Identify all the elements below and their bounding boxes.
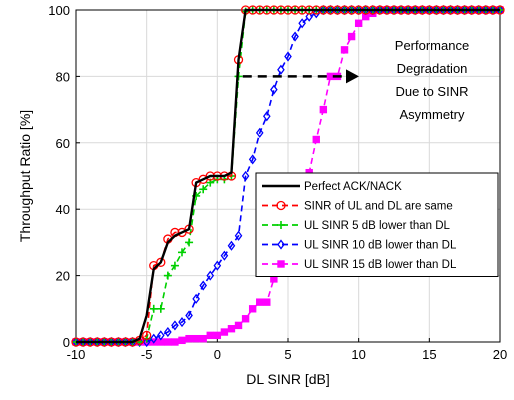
data-point — [248, 305, 257, 313]
data-point — [262, 111, 271, 122]
data-point — [305, 11, 314, 22]
data-point — [192, 293, 200, 304]
data-point — [277, 221, 285, 229]
data-point — [276, 200, 286, 211]
annotation-line-4: Asymmetry — [400, 107, 466, 122]
data-point — [164, 326, 172, 338]
legend-label: UL SINR 10 dB lower than DL — [304, 240, 457, 252]
data-point — [149, 333, 158, 344]
data-point — [178, 336, 186, 345]
legend-label: UL SINR 5 dB lower than DL — [304, 220, 451, 232]
x-tick-label: -10 — [67, 347, 86, 362]
data-point — [213, 331, 222, 340]
legend-label: SINR of UL and DL are same — [304, 201, 453, 213]
data-point — [199, 280, 208, 291]
data-point — [220, 328, 229, 336]
data-point — [277, 239, 285, 250]
series-line — [76, 8, 500, 344]
data-point — [277, 260, 285, 268]
legend-item: UL SINR 5 dB lower than DL — [262, 220, 451, 232]
data-point — [354, 19, 363, 27]
annotation-line-2: Degradation — [397, 61, 468, 76]
data-point — [298, 18, 306, 29]
data-point — [277, 64, 285, 75]
series-1 — [76, 8, 500, 344]
data-point — [178, 248, 186, 257]
data-point — [199, 334, 207, 343]
legend-item: SINR of UL and DL are same — [262, 201, 453, 213]
data-point — [185, 310, 193, 321]
data-point — [340, 46, 349, 54]
data-point — [227, 240, 236, 251]
data-point — [241, 170, 250, 182]
x-tick-label: -5 — [141, 347, 153, 362]
data-point — [171, 338, 179, 346]
data-point — [263, 298, 271, 306]
data-point — [270, 84, 278, 95]
data-point — [163, 271, 172, 280]
annotation-line-3: Due to SINR — [396, 84, 469, 99]
y-axis-ticks: 0 20 40 60 80 100 — [48, 3, 80, 350]
x-tick-label: 15 — [422, 347, 436, 362]
data-point — [185, 238, 194, 247]
data-point — [220, 250, 229, 261]
data-point — [185, 334, 193, 343]
legend-label: Perfect ACK/NACK — [304, 181, 402, 193]
y-tick-label: 60 — [56, 136, 70, 151]
data-point — [149, 304, 158, 313]
data-point — [171, 320, 179, 331]
data-point — [142, 336, 151, 348]
data-point — [164, 338, 172, 346]
y-tick-label: 40 — [56, 202, 70, 217]
data-point — [142, 330, 152, 341]
data-point — [326, 72, 335, 81]
data-point — [284, 51, 292, 62]
data-point — [234, 321, 243, 330]
data-point — [256, 298, 264, 306]
data-point — [156, 304, 165, 313]
data-point — [319, 105, 328, 114]
x-tick-label: 20 — [493, 347, 507, 362]
data-point — [312, 135, 320, 144]
legend-item: Perfect ACK/NACK — [262, 181, 402, 193]
data-point — [156, 330, 165, 341]
data-point — [199, 185, 208, 194]
x-axis-label: DL SINR [dB] — [246, 371, 330, 387]
data-point — [213, 260, 222, 271]
data-point — [227, 325, 236, 333]
x-axis-ticks: -10 -5 0 5 10 15 20 — [67, 338, 507, 362]
annotation-line-1: Performance — [395, 38, 469, 53]
y-axis-label: Throughput Ratio [%] — [17, 110, 33, 242]
data-point — [170, 261, 179, 270]
y-tick-label: 20 — [56, 269, 70, 284]
annotation-arrowhead — [346, 69, 360, 84]
y-tick-label: 100 — [48, 3, 70, 18]
y-tick-label: 80 — [56, 69, 70, 84]
data-point — [234, 230, 243, 241]
data-point — [206, 270, 215, 281]
legend-item: UL SINR 15 dB lower than DL — [262, 259, 457, 271]
annotation: Performance Degradation Due to SINR Asym… — [242, 38, 469, 122]
data-point — [192, 334, 200, 343]
data-point — [248, 154, 257, 165]
data-point — [156, 257, 166, 267]
legend: Perfect ACK/NACK SINR of UL and DL are sa… — [255, 172, 499, 277]
legend-item: UL SINR 10 dB lower than DL — [262, 239, 457, 252]
data-point — [255, 127, 264, 138]
series-layer — [71, 4, 505, 348]
data-point — [312, 8, 321, 19]
y-tick-label: 0 — [63, 335, 70, 350]
data-point — [241, 315, 250, 323]
data-point — [178, 316, 186, 328]
x-tick-label: 10 — [351, 347, 365, 362]
x-tick-label: 0 — [214, 347, 221, 362]
data-point — [291, 31, 299, 42]
data-point — [347, 32, 356, 41]
data-point — [206, 331, 214, 340]
legend-label: UL SINR 15 dB lower than DL — [304, 259, 457, 271]
x-tick-label: 5 — [284, 347, 291, 362]
